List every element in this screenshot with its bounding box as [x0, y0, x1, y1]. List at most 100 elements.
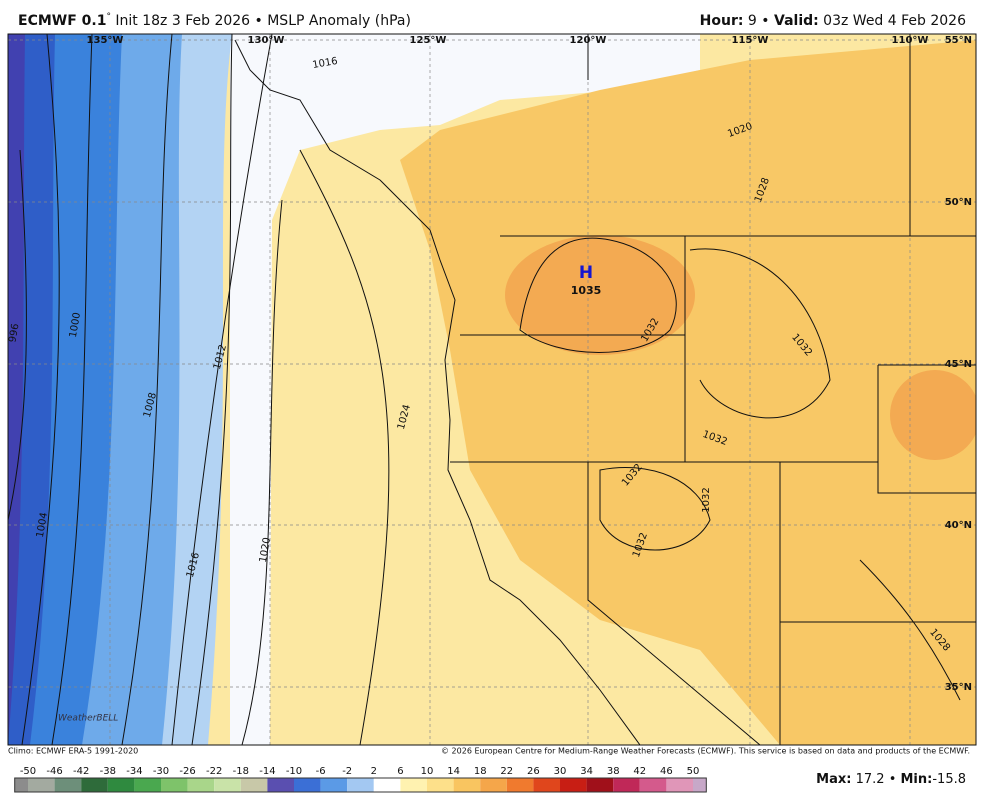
colorbar-bin [214, 778, 241, 792]
colorbar-bin [560, 778, 587, 792]
colorbar-bin [480, 778, 507, 792]
colorbar-bin [267, 778, 294, 792]
colorbar-bin [533, 778, 560, 792]
colorbar-tick-label: 30 [554, 766, 567, 777]
run-info: Init 18z 3 Feb 2026 • MSLP Anomaly (hPa) [111, 13, 411, 29]
colorbar-bin [586, 778, 614, 792]
colorbar-tick-label: -50 [20, 766, 36, 777]
contour-label: 1004 [35, 512, 50, 539]
colorbar-tick-label: -34 [126, 766, 142, 777]
hour-label: Hour: [700, 13, 744, 29]
hour-value: 9 • [743, 13, 774, 29]
colorbar-bin [373, 778, 401, 792]
colorbar-bin [134, 778, 161, 792]
anomaly-high [505, 235, 695, 355]
colorbar-tick-label: 6 [397, 766, 403, 777]
colorbar-tick-label: 34 [580, 766, 593, 777]
colorbar-bin [187, 778, 215, 792]
contour-label: 996 [7, 323, 21, 344]
isobars [8, 34, 961, 745]
min-value: -15.8 [932, 772, 966, 787]
colorbar-tick-label: -2 [342, 766, 352, 777]
colorbar-bin [613, 778, 640, 792]
colorbar-tick-label: 38 [607, 766, 620, 777]
lon-label: 120°W [570, 35, 607, 46]
colorbar-tick-label: -6 [316, 766, 326, 777]
colorbar-tick-label: 26 [527, 766, 540, 777]
colorbar-bin [161, 778, 188, 792]
stats: Max: 17.2 • Min:-15.8 [816, 772, 966, 787]
colorbar-tick-label: 22 [500, 766, 513, 777]
separator: • [889, 772, 897, 787]
anomaly-warm [400, 40, 976, 745]
colorbar-end [693, 778, 707, 792]
degree: ° [106, 12, 111, 22]
colorbar-bin [28, 778, 55, 792]
colorbar-bin [294, 778, 321, 792]
colorbar-tick-label: 2 [371, 766, 377, 777]
colorbar-bin [54, 778, 82, 792]
lon-label: 130°W [248, 35, 285, 46]
colorbar-bin [666, 778, 693, 792]
colorbar-bin [240, 778, 268, 792]
map: 135°W 130°W 125°W 120°W 115°W 110°W 55°N… [7, 33, 977, 746]
colorbar-bin [639, 778, 667, 792]
lat-label: 45°N [945, 359, 972, 370]
colorbar-tick-label: -26 [179, 766, 195, 777]
colorbar-bin [320, 778, 348, 792]
lat-label: 55°N [945, 35, 972, 46]
lon-label: 110°W [892, 35, 929, 46]
lon-labels: 135°W 130°W 125°W 120°W 115°W 110°W [87, 35, 929, 46]
colorbar-tick-label: -22 [206, 766, 222, 777]
colorbar-frame [14, 777, 707, 793]
contour-label: 1016 [312, 56, 339, 71]
lat-label: 40°N [945, 520, 972, 531]
borders [234, 34, 976, 745]
graticule [8, 34, 976, 745]
header-right: Hour: 9 • Valid: 03z Wed 4 Feb 2026 [700, 13, 966, 29]
min-label: Min: [901, 772, 933, 787]
colorbar-tick-label: 50 [687, 766, 700, 777]
colorbar-bin [453, 778, 481, 792]
anomaly-negative [8, 34, 25, 745]
lat-label: 50°N [945, 197, 972, 208]
colorbar-tick-label: -10 [286, 766, 302, 777]
logo: WeatherBELL [58, 714, 118, 724]
contour-label: 1032 [701, 487, 712, 512]
anomaly-high [890, 370, 976, 460]
colorbar-tick-label: 10 [421, 766, 434, 777]
colorbar-tick-label: -46 [46, 766, 62, 777]
colorbar-tick-label: -14 [259, 766, 275, 777]
colorbar-bin [427, 778, 454, 792]
colorbar: -50 -46 -42 -38 -34 -30 -26 -22 -18 -14 -10 -6 -2 2 6 1… [14, 766, 707, 793]
colorbar-tick-label: 46 [660, 766, 673, 777]
colorbar-tick-label: 42 [633, 766, 646, 777]
colorbar-bin [506, 778, 534, 792]
colorbar-tick-label: 14 [447, 766, 460, 777]
model: ECMWF 0.1 [18, 13, 106, 29]
colorbar-end [14, 778, 28, 792]
max-value: 17.2 [856, 772, 885, 787]
copyright: © 2026 European Centre for Medium-Range … [441, 747, 970, 756]
colorbar-bin [107, 778, 135, 792]
high-pressure: 1035 [571, 284, 602, 297]
lon-label: 135°W [87, 35, 124, 46]
colorbar-bin [81, 778, 108, 792]
climo-note: Climo: ECMWF ERA-5 1991-2020 [8, 747, 138, 756]
contour-label: 1000 [68, 312, 83, 339]
colorbar-tick-label: -42 [73, 766, 89, 777]
header-left: ECMWF 0.1° Init 18z 3 Feb 2026 • MSLP An… [18, 12, 411, 30]
colorbar-bin [400, 778, 427, 792]
colorbar-tick-label: -30 [153, 766, 169, 777]
map-frame [7, 33, 977, 746]
colorbar-tick-label: 18 [474, 766, 487, 777]
lat-labels: 55°N 50°N 45°N 40°N 35°N [945, 35, 972, 693]
valid-value: 03z Wed 4 Feb 2026 [819, 13, 966, 29]
colorbar-tick-label: -38 [100, 766, 116, 777]
contour-label: 1020 [258, 537, 273, 564]
lon-label: 125°W [410, 35, 447, 46]
high-symbol: H [579, 263, 593, 283]
max-label: Max: [816, 772, 851, 787]
lat-label: 35°N [945, 682, 972, 693]
